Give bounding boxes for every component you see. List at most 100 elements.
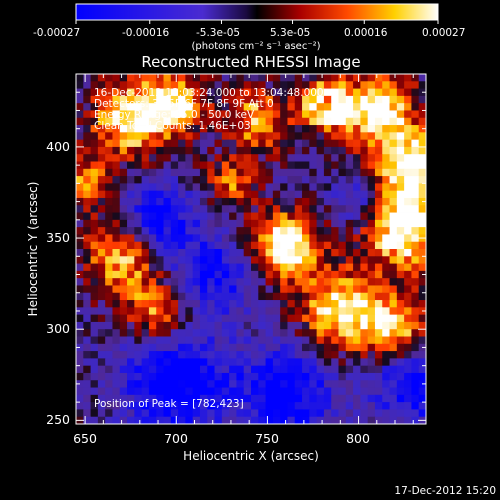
heatmap-cell (287, 307, 296, 316)
heatmap-cell (134, 154, 143, 162)
heatmap-cell (199, 88, 208, 97)
heatmap-cell (112, 256, 121, 264)
heatmap-cell (411, 292, 420, 301)
heatmap-cell (396, 81, 405, 89)
heatmap-cell (367, 394, 376, 403)
heatmap-cell (265, 380, 274, 388)
heatmap-cell (316, 270, 325, 279)
heatmap-cell (148, 154, 157, 162)
heatmap-cell (367, 263, 376, 272)
heatmap-cell (411, 183, 420, 192)
heatmap-cell (258, 197, 266, 206)
heatmap-cell (163, 394, 172, 403)
heatmap-cell (112, 95, 121, 104)
heatmap-cell (302, 256, 310, 264)
heatmap-cell (280, 365, 288, 374)
heatmap-cell (272, 292, 281, 301)
heatmap-cell (258, 168, 266, 177)
heatmap-cell (272, 358, 281, 367)
heatmap-cell (396, 416, 405, 424)
heatmap-cell (323, 95, 332, 104)
heatmap-cell (404, 336, 412, 345)
heatmap-cell (229, 351, 237, 359)
heatmap-cell (83, 336, 91, 345)
heatmap-cell (156, 117, 164, 126)
heatmap-cell (185, 88, 194, 97)
heatmap-cell (243, 74, 252, 82)
heatmap-cell (389, 154, 398, 162)
heatmap-cell (374, 416, 383, 424)
heatmap-cell (83, 292, 91, 301)
heatmap-cell (360, 183, 369, 192)
heatmap-cell (331, 205, 339, 213)
heatmap-cell (367, 285, 376, 294)
heatmap-cell (316, 88, 325, 97)
heatmap-cell (302, 81, 310, 89)
heatmap-cell (396, 88, 405, 97)
heatmap-cell (97, 394, 106, 403)
heatmap-cell (331, 416, 339, 424)
heatmap-cell (229, 278, 237, 286)
heatmap-cell (316, 343, 325, 352)
heatmap-cell (396, 409, 405, 418)
heatmap-cell (338, 270, 347, 279)
heatmap-cell (360, 365, 369, 374)
x-tick-label: 650 (73, 431, 97, 446)
heatmap-cell (345, 321, 354, 330)
heatmap-cell (323, 154, 332, 162)
heatmap-cell (83, 409, 91, 418)
heatmap-cell (287, 74, 296, 82)
heatmap-cell (214, 81, 223, 89)
heatmap-cell (396, 402, 405, 410)
heatmap-cell (396, 241, 405, 250)
heatmap-cell (134, 227, 143, 235)
heatmap-cell (214, 95, 223, 104)
heatmap-cell (411, 154, 420, 162)
heatmap-cell (280, 110, 288, 119)
heatmap-cell (236, 300, 245, 308)
heatmap-cell (360, 292, 369, 301)
heatmap-cell (411, 394, 420, 403)
heatmap-cell (294, 95, 303, 104)
heatmap-cell (156, 139, 164, 148)
heatmap-cell (185, 336, 194, 345)
heatmap-cell (119, 74, 128, 82)
heatmap-cell (404, 212, 412, 221)
heatmap-cell (345, 387, 354, 396)
heatmap-cell (338, 329, 347, 337)
heatmap-cell (148, 95, 157, 104)
heatmap-cell (280, 256, 288, 264)
heatmap-cell (229, 205, 237, 213)
heatmap-cell (163, 329, 172, 337)
heatmap-cell (148, 176, 157, 184)
heatmap-cell (214, 402, 223, 410)
heatmap-cell (294, 176, 303, 184)
heatmap-cell (199, 292, 208, 301)
heatmap-cell (302, 110, 310, 119)
heatmap-cell (170, 95, 179, 104)
heatmap-cell (156, 343, 164, 352)
heatmap-cell (338, 146, 347, 155)
heatmap-cell (331, 372, 339, 381)
heatmap-cell (163, 321, 172, 330)
heatmap-cell (170, 219, 179, 228)
heatmap-cell (199, 146, 208, 155)
heatmap-cell (134, 285, 143, 294)
heatmap-cell (185, 183, 194, 192)
heatmap-cell (316, 161, 325, 170)
heatmap-cell (345, 402, 354, 410)
heatmap-cell (192, 197, 201, 206)
heatmap-cell (418, 241, 426, 250)
heatmap-cell (119, 139, 128, 148)
heatmap-cell (185, 387, 194, 396)
heatmap-cell (207, 168, 215, 177)
heatmap-cell (382, 351, 390, 359)
heatmap-cell (214, 154, 223, 162)
heatmap-cell (323, 256, 332, 264)
heatmap-cell (207, 336, 215, 345)
heatmap-cell (221, 154, 230, 162)
heatmap-cell (148, 380, 157, 388)
heatmap-cell (163, 190, 172, 199)
heatmap-cell (360, 409, 369, 418)
heatmap-cell (323, 292, 332, 301)
